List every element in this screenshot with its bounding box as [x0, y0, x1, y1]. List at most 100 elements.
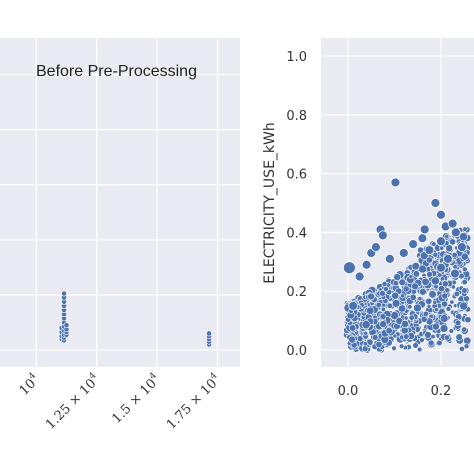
right-data-point [441, 280, 449, 288]
right-data-point [417, 296, 423, 302]
right-x-tick-labels: 0.0 0.2 [338, 384, 452, 399]
right-data-point [380, 306, 386, 312]
right-data-point [419, 287, 427, 296]
right-data-point [445, 305, 452, 312]
right-data-point [439, 314, 449, 323]
right-outlier-point [417, 233, 428, 244]
right-outlier-point [390, 177, 401, 188]
right-data-point [461, 287, 468, 294]
left-x-tick-label: 104 [15, 371, 43, 399]
right-y-tick-labels: 0.0 0.2 0.4 0.6 0.8 1.0 [286, 50, 307, 359]
left-x-tick-exponent: 4 [87, 371, 98, 382]
right-data-point [463, 336, 472, 345]
left-x-tick-exponent: 4 [148, 371, 159, 382]
right-large-point [342, 261, 356, 275]
right-data-point [418, 264, 427, 274]
right-y-tick-label: 0.0 [286, 344, 307, 359]
right-data-point [367, 292, 375, 301]
right-data-point [403, 315, 409, 321]
right-data-point [385, 327, 393, 335]
right-data-point [459, 301, 468, 311]
right-data-point [454, 319, 462, 327]
right-outlier-point [436, 262, 446, 273]
right-y-tick-label: 0.6 [286, 168, 307, 183]
right-data-point [441, 292, 449, 300]
right-data-point [420, 316, 428, 323]
right-data-point [461, 326, 468, 333]
right-data-point [366, 306, 375, 315]
left-x-tick-label: 1.5 × 104 [108, 371, 164, 427]
right-outlier-point [424, 245, 435, 255]
right-data-point [430, 276, 440, 286]
right-data-point [362, 341, 368, 347]
right-data-point [411, 282, 419, 291]
right-x-tick-label: 0.0 [338, 384, 359, 399]
right-data-point [427, 339, 435, 347]
right-outlier-point [398, 248, 409, 258]
right-data-point [379, 320, 387, 328]
left-x-tick-text: 1.5 × 104 [108, 371, 164, 427]
right-data-point [430, 333, 436, 340]
right-data-point [460, 252, 469, 261]
right-data-point [463, 343, 470, 350]
right-data-point [379, 290, 386, 297]
left-x-tick-exponent: 4 [27, 371, 38, 382]
right-data-point [425, 297, 433, 305]
right-data-point [424, 331, 432, 339]
right-data-point [458, 345, 465, 352]
right-data-point [428, 290, 437, 299]
left-data-point [61, 290, 67, 297]
right-data-point [450, 284, 456, 290]
right-outlier-point [408, 239, 419, 250]
left-gridlines [0, 38, 240, 367]
right-scatter-points [342, 177, 472, 354]
right-data-point [403, 333, 410, 340]
right-data-point [361, 345, 369, 353]
right-data-point [439, 324, 449, 333]
right-outlier-point [377, 230, 388, 241]
right-data-point [398, 304, 407, 313]
right-data-point [419, 337, 425, 343]
right-outlier-point [457, 242, 467, 253]
right-data-point [349, 324, 357, 332]
right-outlier-point [430, 198, 441, 208]
right-data-point [443, 334, 450, 341]
right-outlier-point [447, 218, 458, 229]
left-x-tick-labels: 104 1.25 × 104 1.5 × 104 1.75 × 104 [15, 371, 224, 433]
right-data-point [434, 307, 439, 313]
right-y-axis-label: ELECTRICITY_USE_kWh [262, 122, 278, 284]
right-outlier-point [348, 300, 359, 311]
right-data-point [398, 343, 405, 349]
left-x-tick-label: 1.25 × 104 [42, 371, 104, 433]
right-data-point [386, 302, 393, 309]
right-data-point [392, 280, 399, 287]
right-chart: 0.0 0.2 0.4 0.6 0.8 1.0 0.0 0.2 ELECTRICITY_US… [262, 38, 474, 399]
left-x-tick-exponent: 4 [208, 371, 219, 382]
right-data-point [413, 303, 422, 313]
right-data-point [412, 342, 419, 349]
left-x-tick-label: 1.75 × 104 [163, 371, 225, 433]
right-data-point [444, 233, 450, 239]
right-data-point [391, 345, 397, 351]
right-data-point [461, 279, 468, 286]
right-outlier-point [436, 209, 446, 220]
right-data-point [458, 232, 468, 242]
right-data-point [375, 340, 383, 349]
right-outlier-point [450, 268, 460, 279]
right-data-point [398, 278, 406, 287]
right-outlier-point [443, 253, 453, 264]
right-x-tick-label: 0.2 [431, 384, 452, 399]
right-data-point [432, 252, 439, 258]
right-outlier-point [436, 236, 446, 247]
right-data-point [392, 333, 398, 339]
right-data-point [436, 339, 443, 347]
right-data-point [407, 304, 413, 310]
right-data-point [432, 322, 440, 331]
left-scatter-points [58, 290, 212, 348]
right-y-tick-label: 0.2 [286, 285, 307, 300]
right-outlier-point [370, 242, 381, 253]
right-data-point [437, 285, 446, 293]
left-x-tick-text: 1.75 × 104 [163, 371, 225, 433]
right-data-point [371, 334, 379, 341]
